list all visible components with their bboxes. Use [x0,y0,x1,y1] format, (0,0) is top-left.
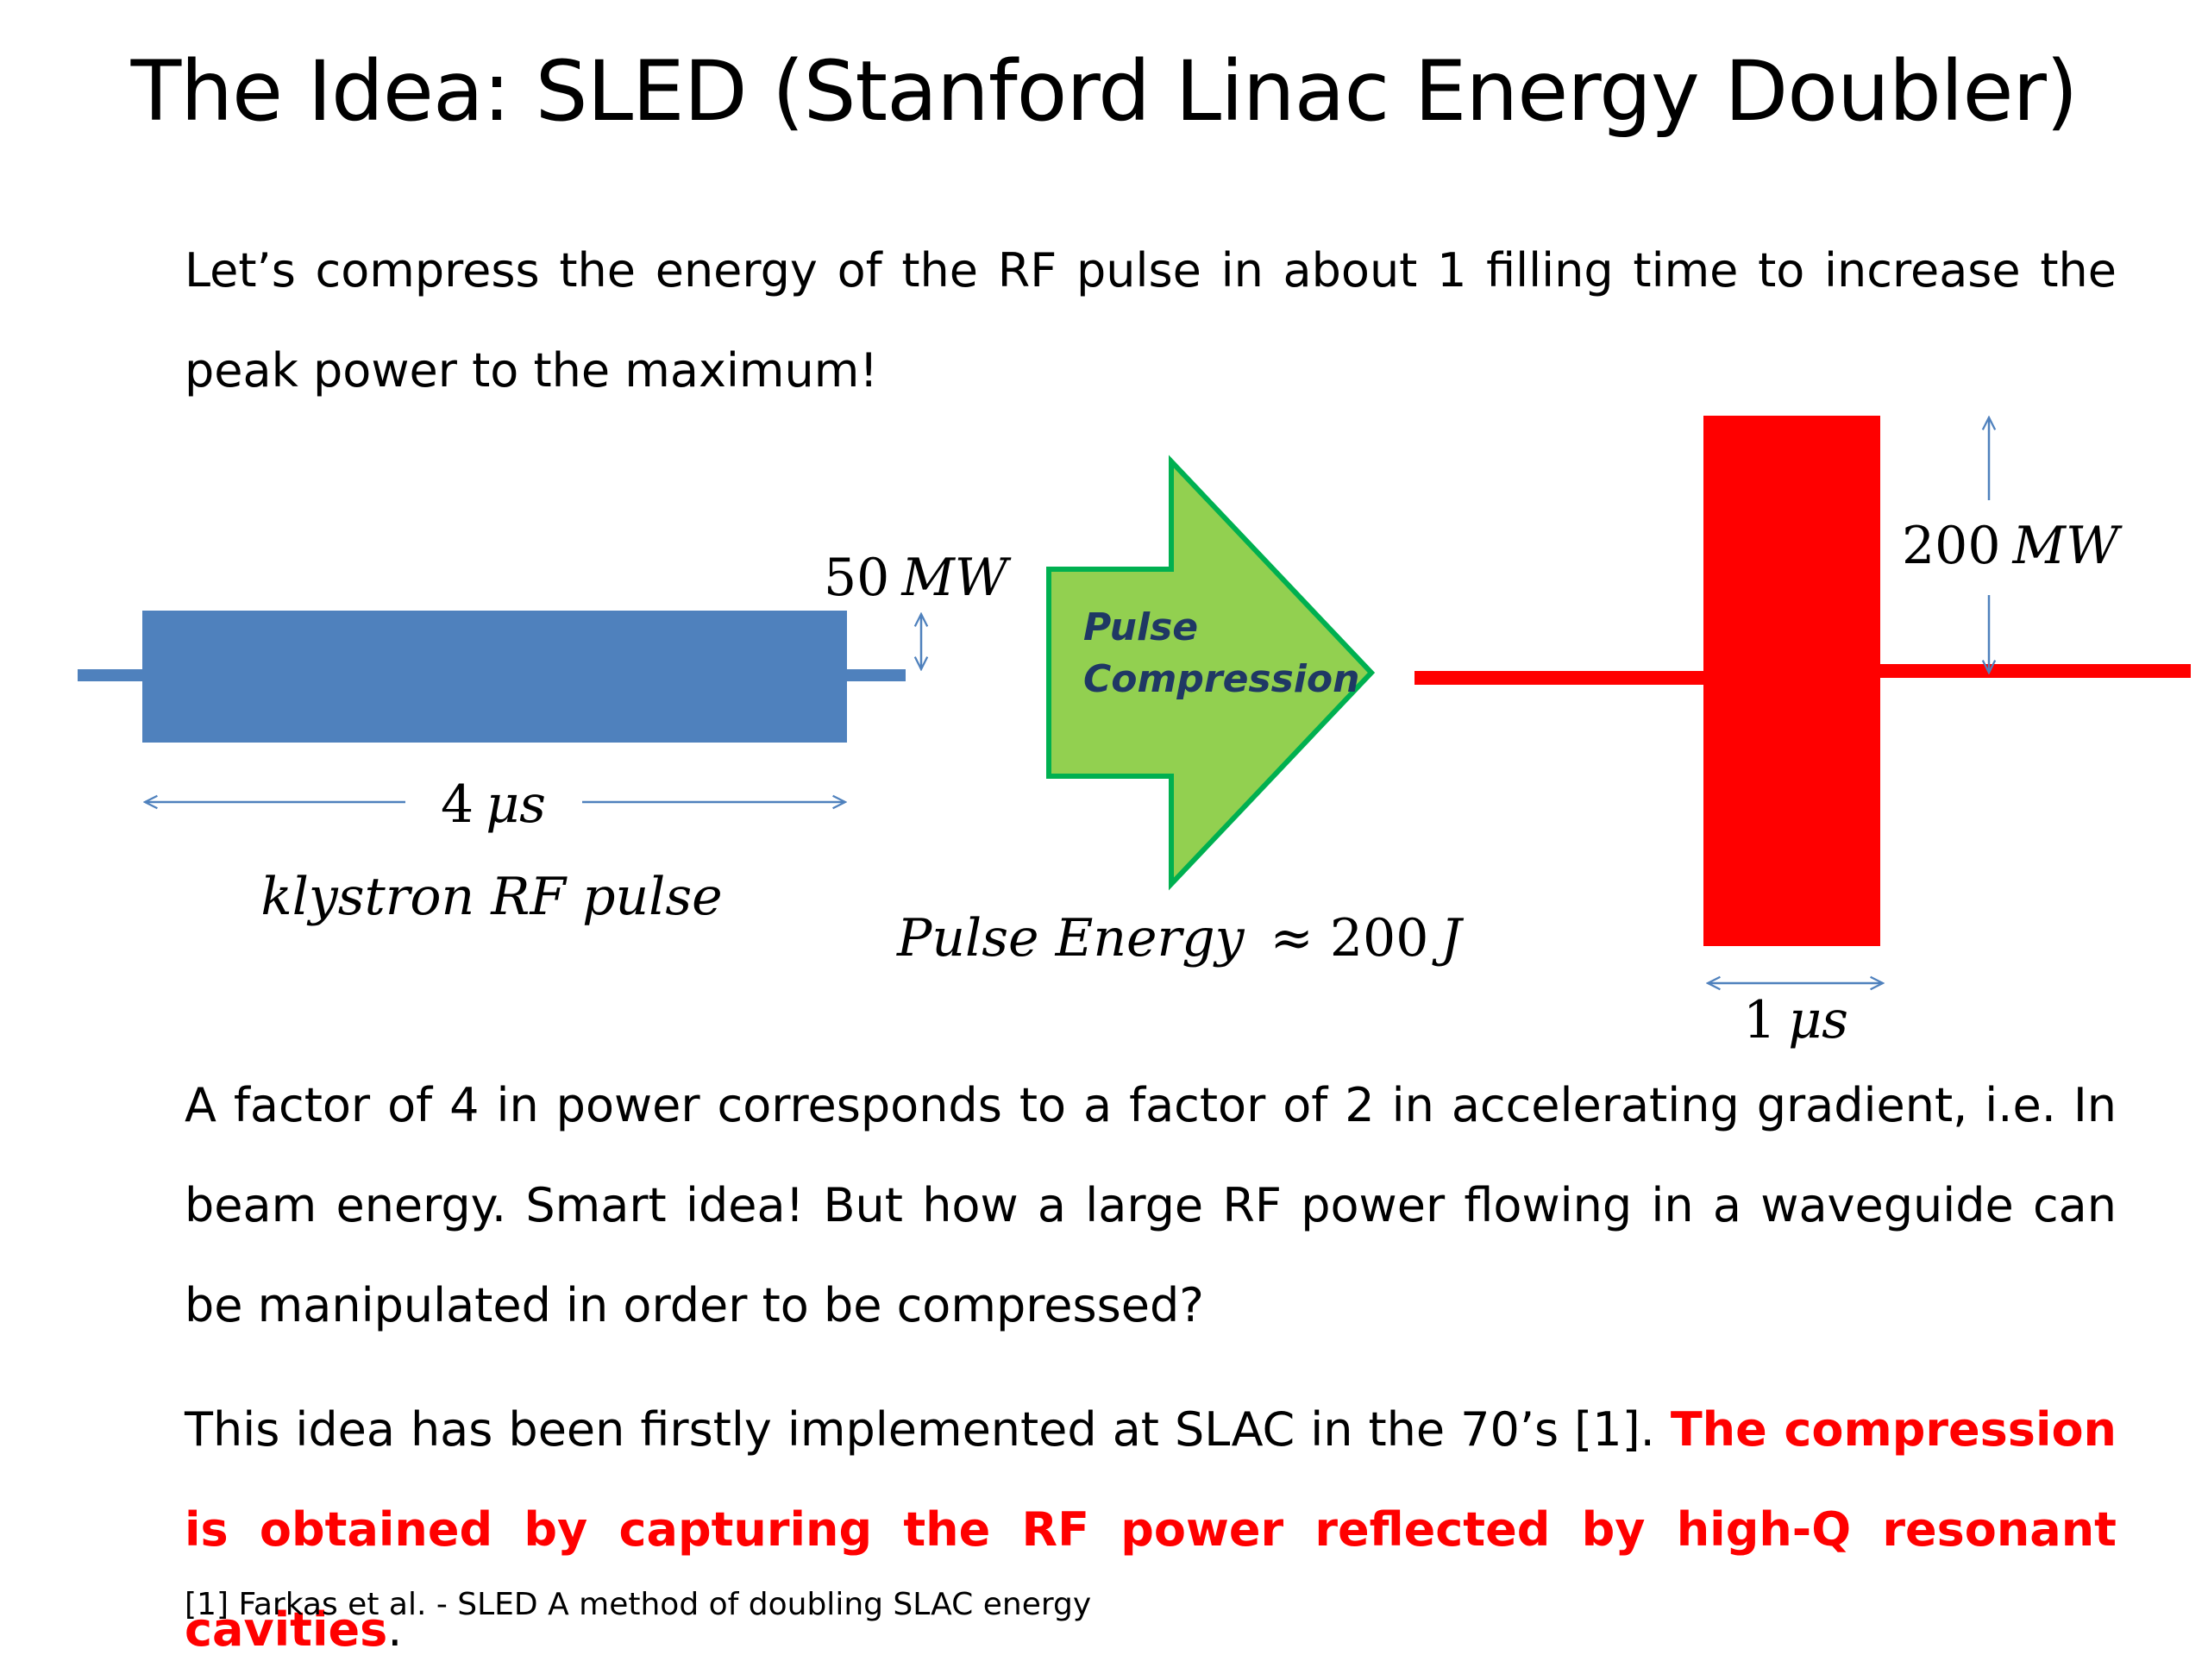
compressor-label-line1: Pulse [1083,605,1198,649]
pulse-energy-label: Pulse Energy ≈ 200 J [896,908,1464,969]
highlight-text: The compression is obtained by capturing… [185,1402,2117,1657]
output-duration-label: 1 μs [1743,990,1848,1050]
history-paragraph: This idea has been firstly implemented a… [185,1380,2117,1680]
compressor-label-line2: Compression [1083,657,1359,701]
intro-paragraph: Let’s compress the energy of the RF puls… [185,243,2117,398]
input-power-label: 50 MW [824,548,1012,608]
explanation-paragraph: A factor of 4 in power corresponds to a … [185,1078,2117,1332]
input-pulse-block [142,611,847,743]
input-pulse [78,611,906,743]
reference-footnote: [1] Farkas et al. - SLED A method of dou… [185,1587,1092,1622]
output-pulse-block [1703,416,1880,946]
input-caption: klystron RF pulse [260,867,722,927]
history-text: This idea has been firstly implemented a… [185,1402,1671,1457]
pulse-compression-arrow: Pulse Compression [1046,454,1376,891]
input-duration-label: 4 μs [441,774,546,835]
output-power-label: 200 MW [1902,516,2123,576]
slide-title: The Idea: SLED (Stanford Linac Energy Do… [130,43,2079,140]
output-pulse [1414,416,2191,946]
history-end: . [387,1602,403,1657]
